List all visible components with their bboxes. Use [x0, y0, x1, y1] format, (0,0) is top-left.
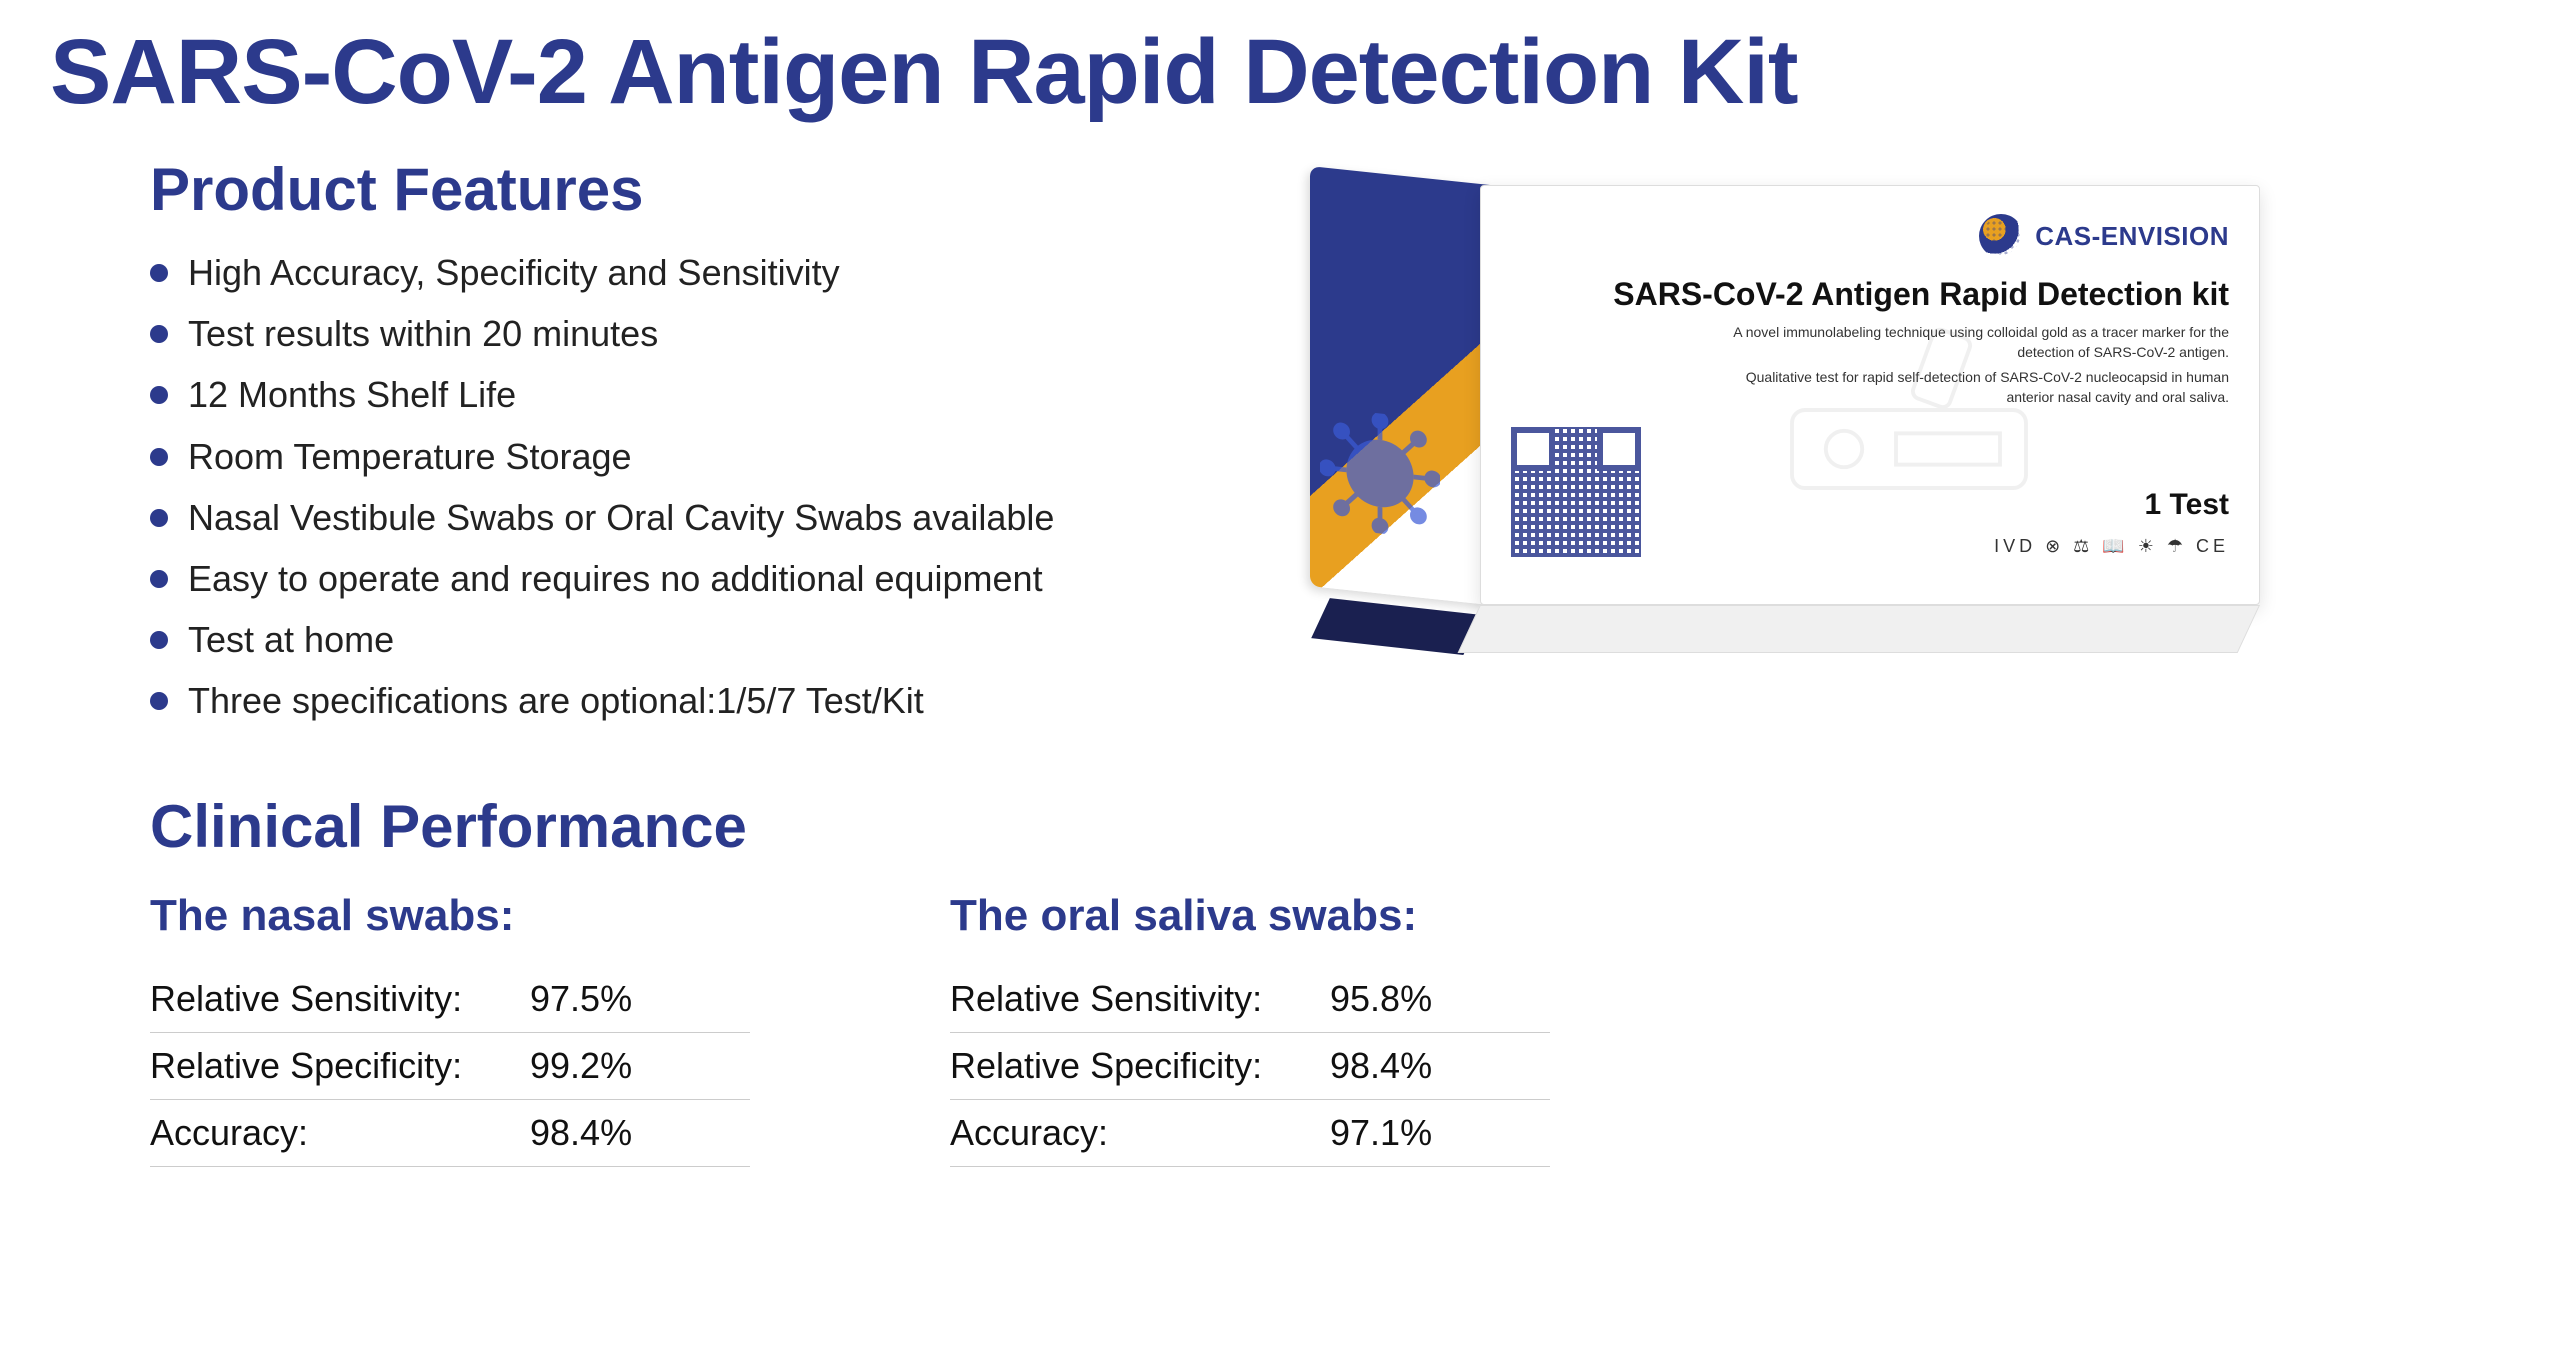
performance-tables: The nasal swabs: Relative Sensitivity: 9…	[150, 891, 2526, 1167]
perf-label: Accuracy:	[150, 1112, 530, 1154]
feature-item: Test at home	[150, 609, 1250, 670]
page-title: SARS-CoV-2 Antigen Rapid Detection Kit	[50, 20, 2526, 125]
brand-logo-icon	[1979, 214, 2023, 258]
product-box-illustration: CAS-ENVISION SARS-CoV-2 Antigen Rapid De…	[1310, 185, 2270, 645]
box-side-panel	[1310, 166, 1490, 605]
box-front-panel: CAS-ENVISION SARS-CoV-2 Antigen Rapid De…	[1480, 185, 2260, 605]
content-row: Product Features High Accuracy, Specific…	[50, 155, 2526, 772]
box-right-info: 1 Test IVD ⊗ ⚖ 📖 ☀ ☂ CE	[1994, 488, 2229, 557]
qr-code-icon	[1511, 427, 1641, 557]
perf-value: 95.8%	[1330, 978, 1432, 1020]
feature-item: High Accuracy, Specificity and Sensitivi…	[150, 242, 1250, 303]
box-title: SARS-CoV-2 Antigen Rapid Detection kit	[1511, 276, 2229, 313]
feature-item: Room Temperature Storage	[150, 426, 1250, 487]
performance-section: Clinical Performance The nasal swabs: Re…	[50, 792, 2526, 1167]
perf-row: Relative Sensitivity: 95.8%	[950, 966, 1550, 1033]
perf-row: Accuracy: 97.1%	[950, 1100, 1550, 1167]
features-column: Product Features High Accuracy, Specific…	[150, 155, 1250, 772]
perf-block-nasal: The nasal swabs: Relative Sensitivity: 9…	[150, 891, 750, 1167]
virus-icon	[1320, 407, 1440, 540]
feature-item: Nasal Vestibule Swabs or Oral Cavity Swa…	[150, 487, 1250, 548]
perf-label: Accuracy:	[950, 1112, 1330, 1154]
feature-item: Three specifications are optional:1/5/7 …	[150, 670, 1250, 731]
performance-heading: Clinical Performance	[150, 792, 2526, 861]
cert-icons: IVD ⊗ ⚖ 📖 ☀ ☂ CE	[1994, 536, 2229, 557]
box-description: A novel immunolabeling technique using c…	[1731, 323, 2229, 362]
perf-label: Relative Specificity:	[150, 1045, 530, 1087]
box-bottom-side	[1311, 598, 1482, 655]
brand-name: CAS-ENVISION	[2035, 221, 2229, 252]
perf-subheading: The nasal swabs:	[150, 891, 750, 941]
brand-row: CAS-ENVISION	[1511, 214, 2229, 258]
features-heading: Product Features	[150, 155, 1250, 224]
feature-list: High Accuracy, Specificity and Sensitivi…	[150, 242, 1250, 732]
perf-value: 99.2%	[530, 1045, 632, 1087]
test-count: 1 Test	[1994, 488, 2229, 522]
perf-row: Relative Sensitivity: 97.5%	[150, 966, 750, 1033]
feature-item: Easy to operate and requires no addition…	[150, 548, 1250, 609]
perf-label: Relative Specificity:	[950, 1045, 1330, 1087]
perf-value: 97.1%	[1330, 1112, 1432, 1154]
perf-label: Relative Sensitivity:	[950, 978, 1330, 1020]
perf-row: Relative Specificity: 99.2%	[150, 1033, 750, 1100]
box-bottom-panel	[1458, 605, 2260, 653]
box-description: Qualitative test for rapid self-detectio…	[1731, 368, 2229, 407]
feature-item: 12 Months Shelf Life	[150, 364, 1250, 425]
perf-value: 98.4%	[530, 1112, 632, 1154]
perf-value: 97.5%	[530, 978, 632, 1020]
feature-item: Test results within 20 minutes	[150, 303, 1250, 364]
perf-row: Relative Specificity: 98.4%	[950, 1033, 1550, 1100]
perf-row: Accuracy: 98.4%	[150, 1100, 750, 1167]
box-lower-row: 1 Test IVD ⊗ ⚖ 📖 ☀ ☂ CE	[1511, 427, 2229, 557]
perf-value: 98.4%	[1330, 1045, 1432, 1087]
perf-subheading: The oral saliva swabs:	[950, 891, 1550, 941]
perf-block-oral: The oral saliva swabs: Relative Sensitiv…	[950, 891, 1550, 1167]
perf-label: Relative Sensitivity:	[150, 978, 530, 1020]
